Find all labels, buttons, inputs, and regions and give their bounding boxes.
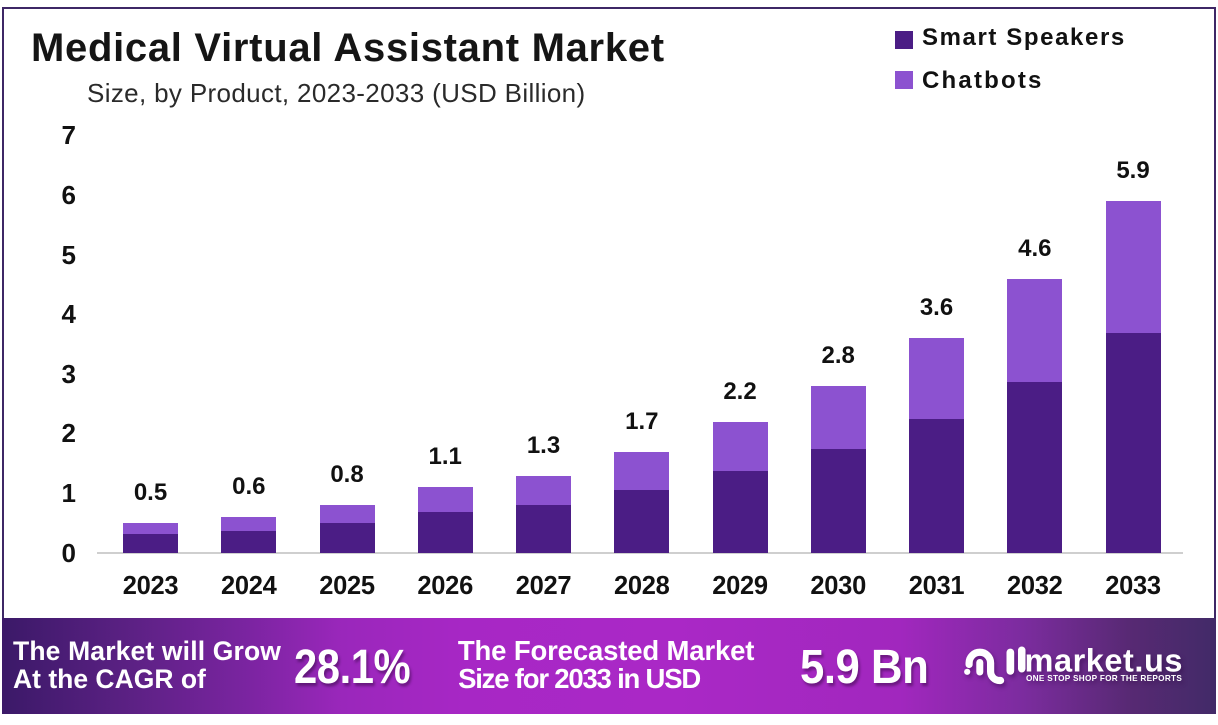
svg-text:ONE STOP SHOP FOR THE REPORTS: ONE STOP SHOP FOR THE REPORTS: [1026, 674, 1182, 683]
svg-text:market.us: market.us: [1025, 643, 1184, 679]
